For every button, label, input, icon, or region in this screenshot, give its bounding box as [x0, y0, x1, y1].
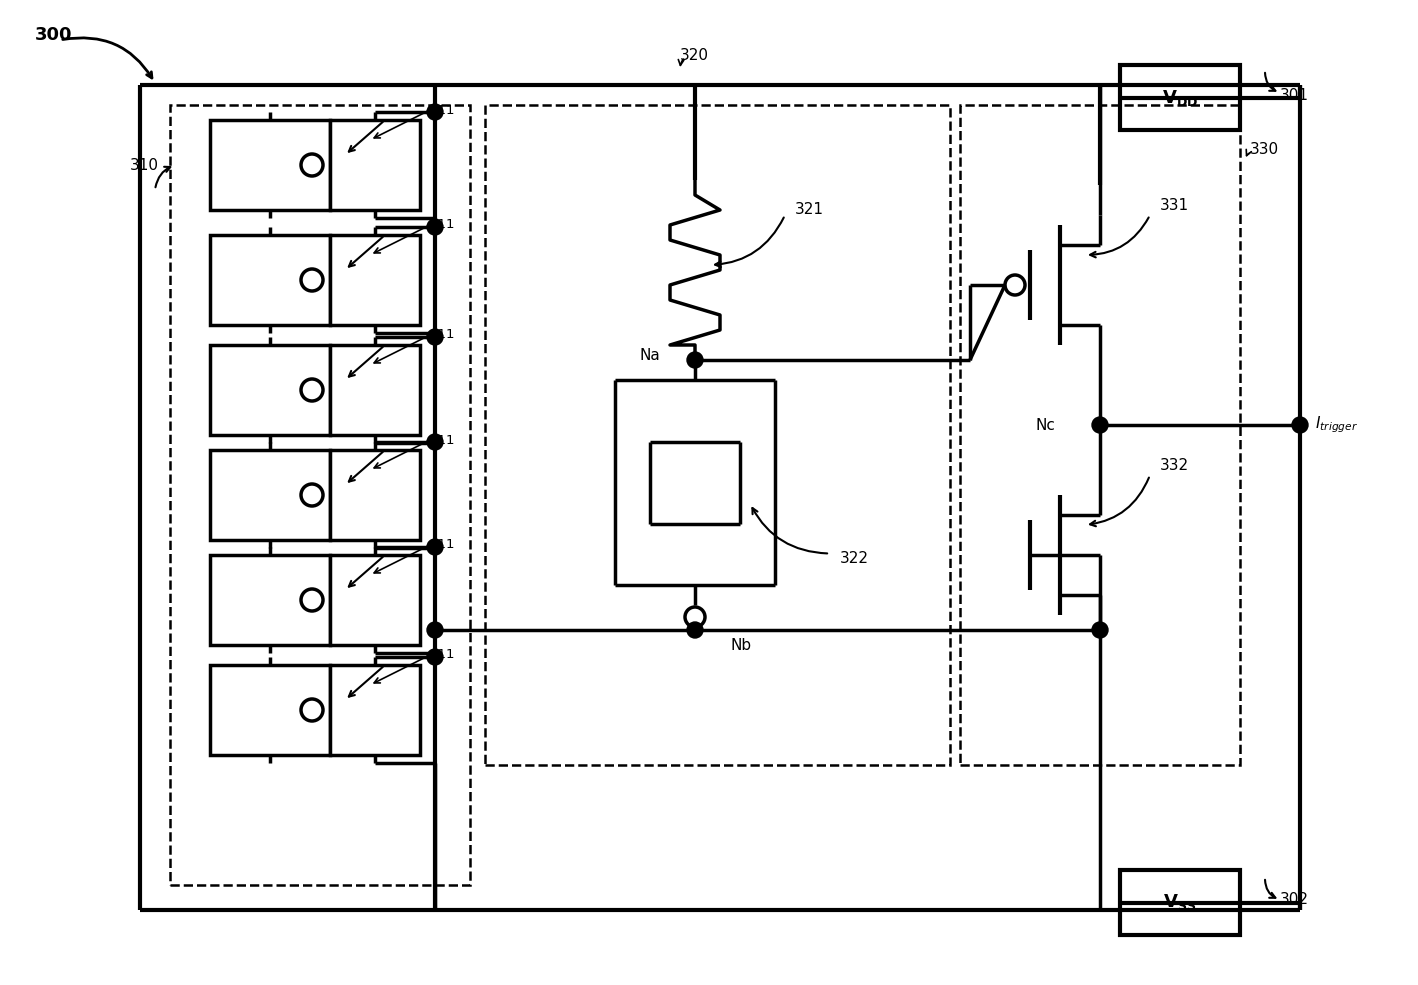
- Circle shape: [1092, 622, 1107, 638]
- Bar: [210, 450, 330, 540]
- Text: 330: 330: [1251, 143, 1279, 158]
- Bar: [1120, 65, 1239, 130]
- Text: $\mathbf{V_{DD}}$: $\mathbf{V_{DD}}$: [1161, 88, 1198, 107]
- Bar: [210, 555, 330, 645]
- Circle shape: [427, 219, 442, 235]
- Text: 311: 311: [430, 648, 455, 662]
- Text: 311: 311: [430, 219, 455, 231]
- Text: Nb: Nb: [730, 637, 752, 652]
- Circle shape: [1092, 417, 1107, 433]
- Text: 311: 311: [430, 329, 455, 342]
- Bar: [170, 105, 469, 885]
- Circle shape: [1292, 417, 1307, 433]
- Bar: [210, 345, 330, 435]
- Text: 311: 311: [430, 103, 455, 116]
- Text: 310: 310: [130, 158, 159, 172]
- Text: $I_{trigger}$: $I_{trigger}$: [1314, 415, 1358, 435]
- Circle shape: [427, 104, 442, 120]
- Bar: [210, 235, 330, 325]
- Bar: [1120, 870, 1239, 935]
- Text: 301: 301: [1280, 88, 1309, 102]
- Bar: [330, 235, 420, 325]
- Text: Nc: Nc: [1035, 418, 1055, 432]
- Circle shape: [427, 649, 442, 665]
- Bar: [330, 345, 420, 435]
- Text: 331: 331: [1160, 198, 1190, 213]
- Text: 311: 311: [430, 539, 455, 552]
- Text: Na: Na: [640, 348, 659, 362]
- Bar: [330, 120, 420, 210]
- Bar: [485, 105, 950, 765]
- Text: 321: 321: [795, 203, 824, 218]
- Circle shape: [427, 329, 442, 345]
- Circle shape: [686, 622, 703, 638]
- Bar: [330, 450, 420, 540]
- Text: 311: 311: [430, 433, 455, 446]
- Bar: [210, 120, 330, 210]
- Text: 332: 332: [1160, 457, 1190, 473]
- Bar: [210, 665, 330, 755]
- Bar: [330, 665, 420, 755]
- Text: 302: 302: [1280, 892, 1309, 907]
- Text: $\mathbf{V_{SS}}$: $\mathbf{V_{SS}}$: [1163, 892, 1197, 912]
- Text: 322: 322: [839, 551, 869, 566]
- Bar: [330, 555, 420, 645]
- Circle shape: [427, 622, 442, 638]
- Text: 320: 320: [681, 47, 709, 62]
- Text: 300: 300: [35, 26, 72, 44]
- Circle shape: [427, 434, 442, 450]
- Circle shape: [427, 539, 442, 555]
- Circle shape: [686, 352, 703, 368]
- Bar: [960, 105, 1239, 765]
